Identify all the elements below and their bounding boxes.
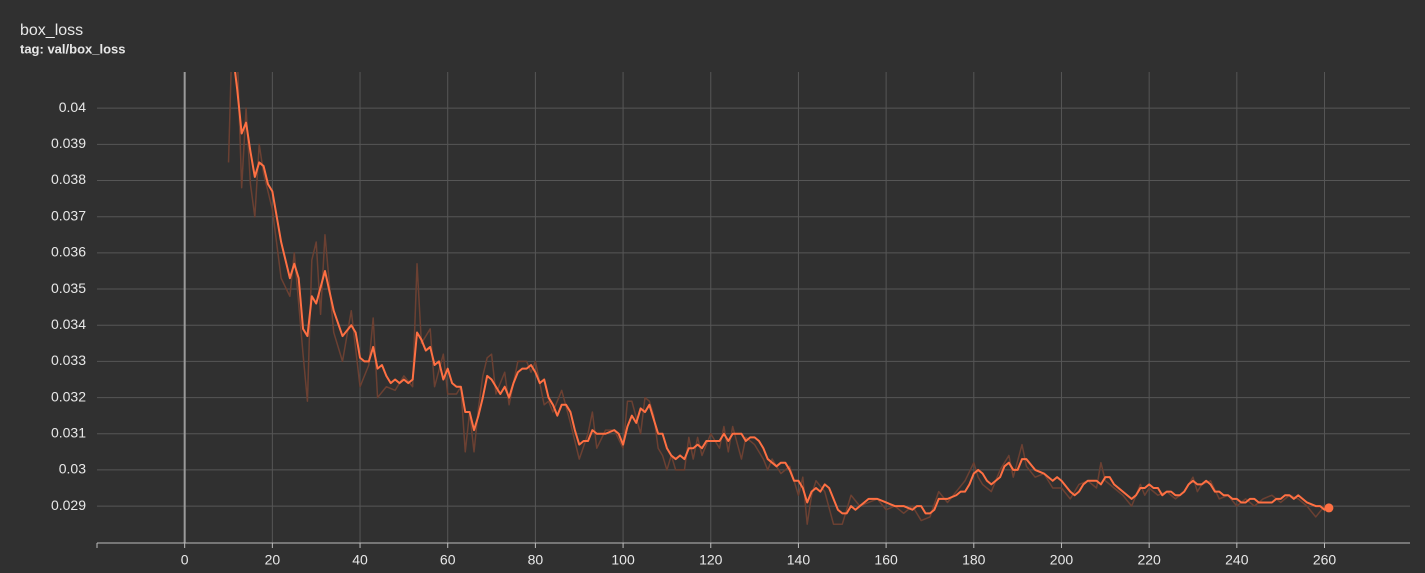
y-tick-label: 0.039: [51, 135, 86, 151]
x-tick-label: 20: [265, 552, 281, 568]
y-tick-label: 0.035: [51, 280, 86, 296]
x-tick-label: 240: [1225, 552, 1249, 568]
x-tick-label: 200: [1050, 552, 1074, 568]
grid: [97, 72, 1410, 543]
y-tick-label: 0.03: [59, 461, 86, 477]
x-tick-label: 0: [181, 552, 189, 568]
x-tick-label: 40: [352, 552, 368, 568]
y-tick-label: 0.04: [59, 99, 86, 115]
chart-subtitle: tag: val/box_loss: [20, 41, 125, 56]
x-tick-label: 220: [1137, 552, 1161, 568]
chart-title: box_loss: [20, 22, 83, 39]
y-tick-label: 0.033: [51, 352, 86, 368]
y-tick-label: 0.034: [51, 316, 86, 332]
y-tick-label: 0.037: [51, 207, 86, 223]
x-tick-label: 60: [440, 552, 456, 568]
last-point: [1324, 503, 1334, 513]
y-tick-label: 0.031: [51, 424, 86, 440]
plot-area: [227, 72, 1334, 525]
x-tick-label: 180: [962, 552, 986, 568]
series-line: [234, 72, 1330, 515]
y-tick-label: 0.038: [51, 171, 86, 187]
y-tick-label: 0.032: [51, 388, 86, 404]
y-tick-label: 0.036: [51, 244, 86, 260]
x-tick-label: 80: [528, 552, 544, 568]
x-tick-label: 140: [787, 552, 811, 568]
x-tick-label: 160: [874, 552, 898, 568]
x-tick-label: 120: [699, 552, 723, 568]
x-tick-label: 260: [1313, 552, 1337, 568]
axes: 0.029 0.03 0.031 0.032 0.033 0.034 0.035 0.036 0…: [51, 99, 1410, 568]
x-tick-label: 100: [611, 552, 635, 568]
y-tick-label: 0.029: [51, 497, 86, 513]
